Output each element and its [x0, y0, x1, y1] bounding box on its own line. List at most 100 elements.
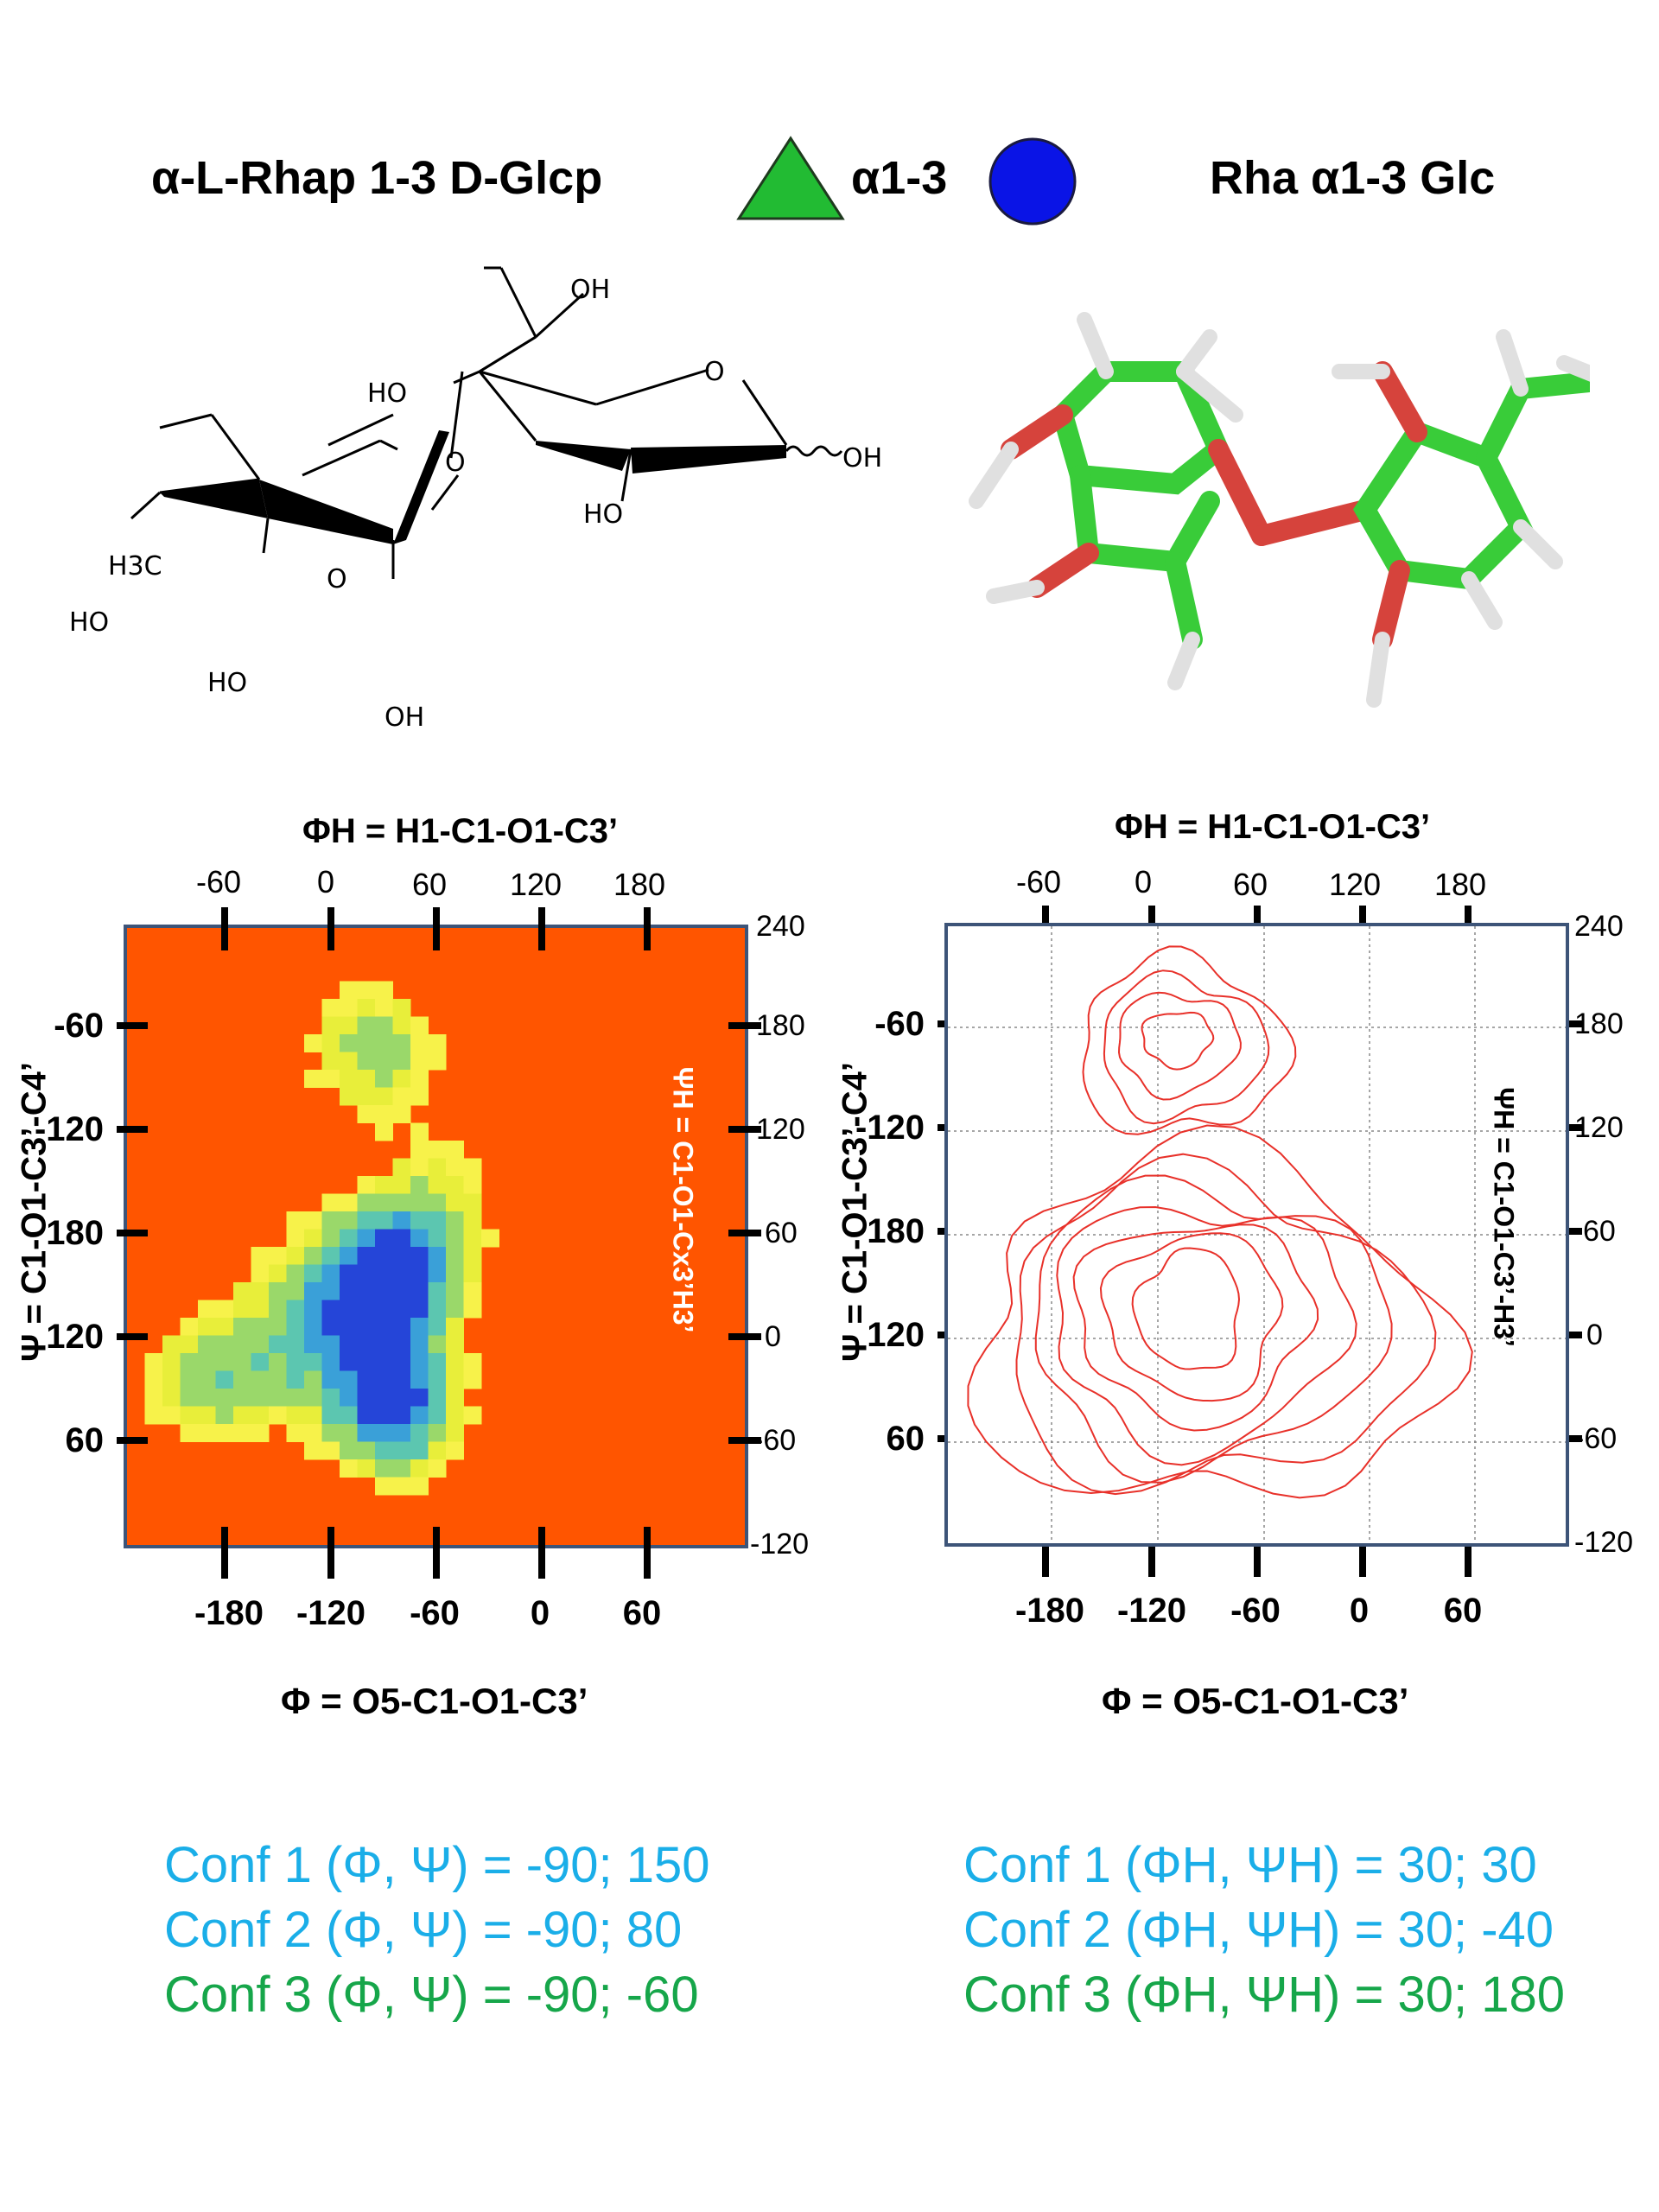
heatmap-cell [428, 1052, 447, 1071]
heatmap-cell [410, 1229, 429, 1248]
heatmap-cell [463, 1176, 482, 1194]
heatmap-cell [357, 1264, 376, 1283]
heatmap-cell [251, 1247, 270, 1265]
heatmap-cell [162, 1389, 181, 1407]
heatmap-cell [446, 1176, 464, 1194]
label-ho-rha3: HO [207, 668, 247, 698]
heatmap-cell [410, 1441, 429, 1460]
heatmap-cell [180, 1389, 199, 1407]
heatmap-cell [410, 1264, 429, 1283]
heatmap-cell [375, 1211, 393, 1230]
heatmap-cell [357, 1087, 376, 1106]
heatmap-cell [198, 1353, 216, 1371]
heatmap-cell [286, 1229, 305, 1248]
heatmap-cell [340, 1016, 358, 1035]
heatmap-cell [446, 1406, 464, 1425]
heatmap-cell [410, 1318, 429, 1336]
heatmap-cell [340, 1211, 358, 1230]
conf-left-1: Conf 1 (Φ, Ψ) = -90; 150 [164, 1837, 710, 1893]
heatmap-cell [446, 1353, 464, 1371]
heatmap-cell [233, 1300, 251, 1319]
right-right-tick: 180 [1574, 1007, 1624, 1040]
right-plot-left-axis-title: Ψ = C1-O1-C3’-C4’ [836, 1062, 874, 1362]
heatmap-cell [375, 1353, 393, 1371]
heatmap-cell [357, 1441, 376, 1460]
heatmap-cell [392, 1459, 411, 1478]
heatmap-cell [340, 1335, 358, 1354]
contour-line [1015, 1153, 1437, 1496]
heatmap-cell [428, 1300, 447, 1319]
heatmap-cell [269, 1247, 287, 1265]
left-top-tick: 0 [316, 864, 335, 899]
right-left-tick: -120 [855, 1109, 925, 1147]
heatmap-cell [357, 1247, 376, 1265]
label-ho-glc2: HO [583, 499, 623, 530]
heatmap-cell [463, 1193, 482, 1212]
heatmap-cell [392, 1353, 411, 1371]
heatmap-cell [428, 1370, 447, 1389]
right-top-tick: -60 [1015, 864, 1062, 899]
heatmap-cell [215, 1300, 234, 1319]
heatmap-cell [198, 1424, 216, 1442]
heatmap-cell [304, 1247, 322, 1265]
heatmap-cell [321, 1264, 340, 1283]
left-top-tick: -60 [195, 864, 242, 899]
heatmap-cell [340, 1264, 358, 1283]
label-oh-rha2: OH [385, 702, 424, 733]
heatmap-cell [321, 1353, 340, 1371]
heatmap-cell [463, 1300, 482, 1319]
heatmap-cell [410, 1247, 429, 1265]
heatmap-cell [357, 1229, 376, 1248]
heatmap-cell [410, 1122, 429, 1141]
heatmap-cell [340, 1300, 358, 1319]
heatmap-cell [162, 1406, 181, 1425]
heatmap-cell [392, 1441, 411, 1460]
heatmap-cell [392, 1406, 411, 1425]
heatmap-cell [428, 1158, 447, 1177]
left-right-tick: 240 [756, 910, 805, 943]
heatmap-cell [392, 1424, 411, 1442]
conf-right-1: Conf 1 (ΦH, ΨH) = 30; 30 [963, 1837, 1537, 1893]
heatmap-cell [251, 1335, 270, 1354]
right-plot-bottom-axis-title: Φ = O5-C1-O1-C3’ [1102, 1681, 1409, 1721]
heatmap-cell [251, 1353, 270, 1371]
contour-line [1103, 969, 1270, 1125]
heatmap-cell [321, 1211, 340, 1230]
heatmap-cell [251, 1389, 270, 1407]
heatmap-cell [428, 1353, 447, 1371]
heatmap-cell [375, 1441, 393, 1460]
heatmap-cell [446, 1141, 464, 1159]
left-bottom-tick: 0 [530, 1594, 550, 1632]
heatmap-cell [446, 1282, 464, 1300]
left-plot-top-axis-title: ΦH = H1-C1-O1-C3’ [302, 812, 619, 850]
heatmap-cell [251, 1318, 270, 1336]
heatmap-cell [428, 1318, 447, 1336]
heatmap-cell [304, 1353, 322, 1371]
right-top-tick: 0 [1134, 864, 1153, 899]
heatmap-cell [446, 1158, 464, 1177]
heatmap-cell [392, 1034, 411, 1052]
left-right-tick: 120 [756, 1113, 805, 1146]
heatmap-cell [286, 1211, 305, 1230]
heatmap-cell [446, 1264, 464, 1283]
heatmap-cell [233, 1353, 251, 1371]
contour-plot-area [944, 923, 1569, 1547]
heatmap-cell [286, 1247, 305, 1265]
heatmap-cell [251, 1264, 270, 1283]
heatmap-cell [463, 1211, 482, 1230]
heatmap-cell [446, 1441, 464, 1460]
heatmap-cell [304, 1424, 322, 1442]
heatmap-cell [233, 1424, 251, 1442]
heatmap-cell [162, 1370, 181, 1389]
heatmap-cell [463, 1158, 482, 1177]
heatmap-cell [375, 1193, 393, 1212]
heatmap-cell [410, 1282, 429, 1300]
heatmap-cell [340, 1282, 358, 1300]
heatmap-cell [463, 1264, 482, 1283]
heatmap-cell [392, 1176, 411, 1194]
chemical-structure-diagram: OH HO O O OH HO H3C O HO HO OH [69, 266, 882, 733]
right-title: Rha α1-3 Glc [1210, 152, 1496, 204]
heatmap-cell [410, 1016, 429, 1035]
left-left-tick: 120 [46, 1318, 104, 1356]
conf-left-2: Conf 2 (Φ, Ψ) = -90; 80 [164, 1902, 683, 1958]
